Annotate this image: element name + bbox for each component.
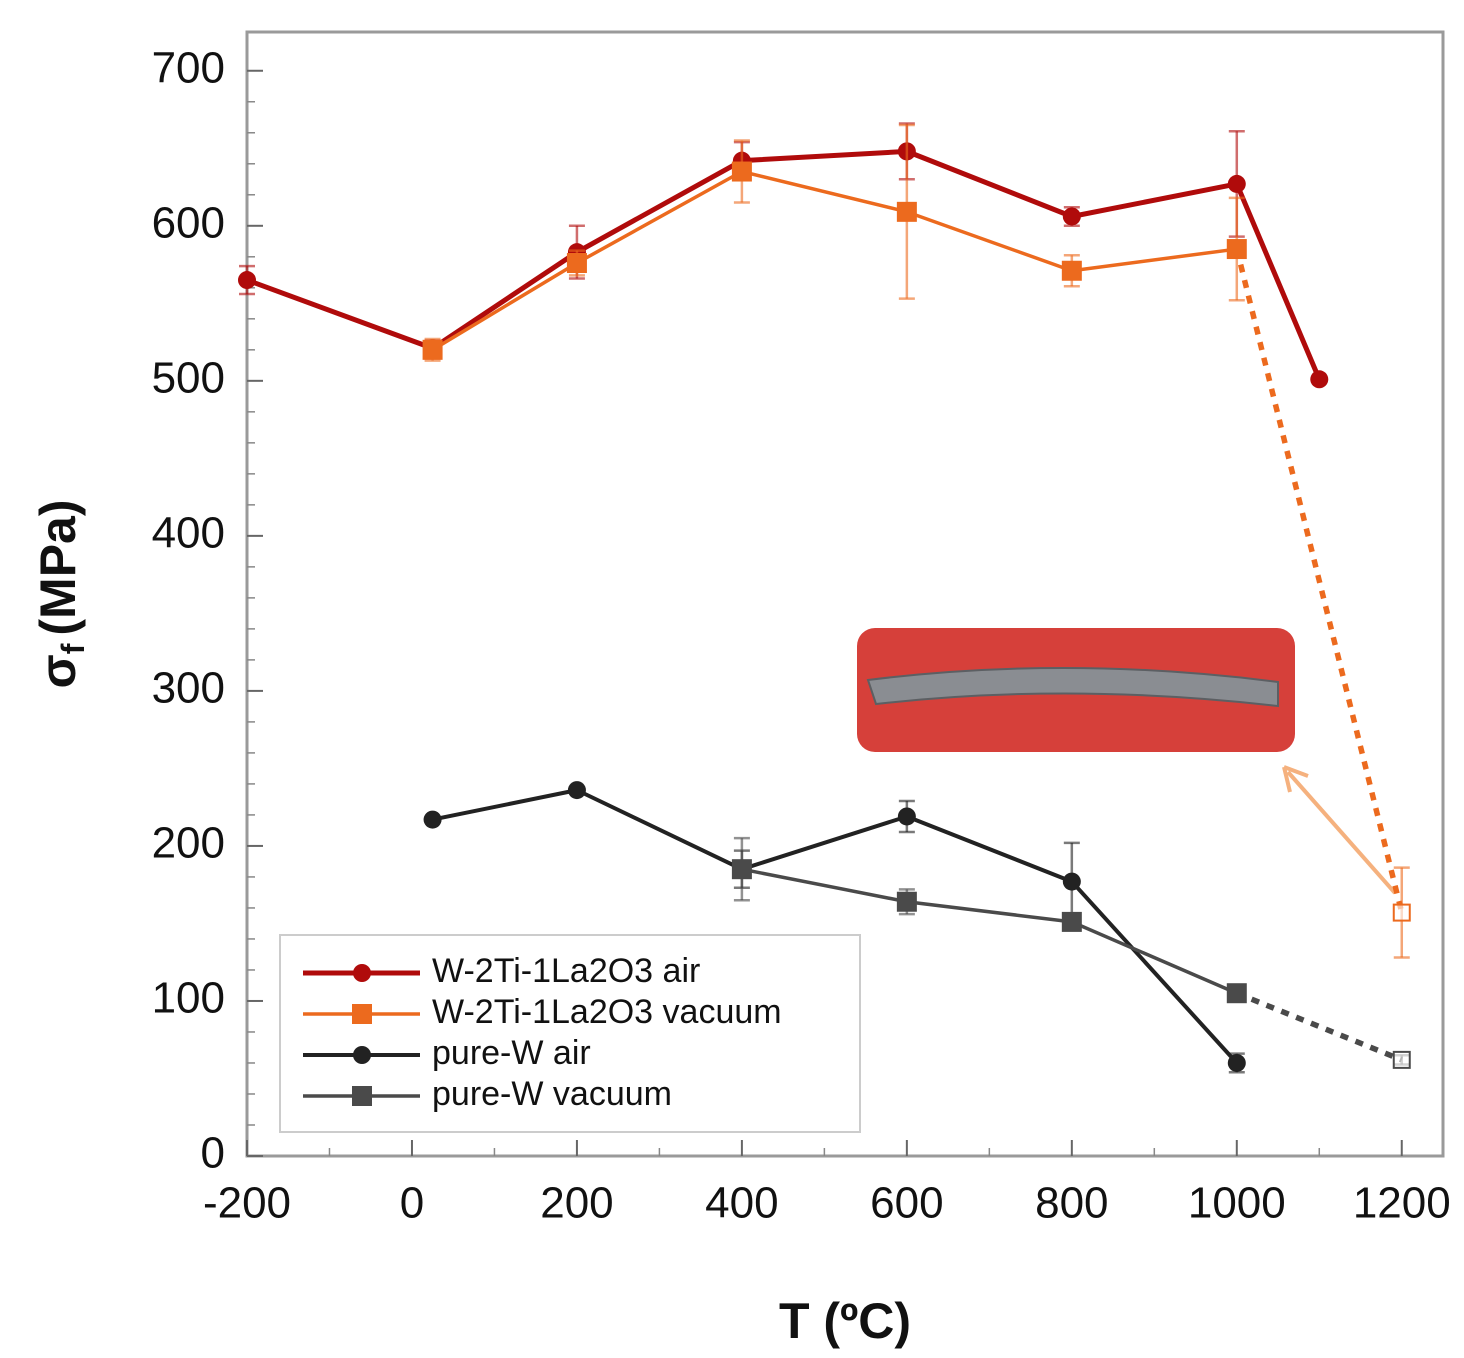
marker	[1061, 911, 1082, 932]
marker	[1062, 207, 1081, 226]
plot-frame	[245, 30, 1445, 1158]
marker	[1392, 903, 1411, 922]
y-tick-label: 100	[152, 974, 225, 1023]
arrow-head	[1282, 765, 1309, 793]
marker	[1061, 260, 1082, 281]
legend-marker	[353, 964, 371, 982]
marker	[1227, 1053, 1246, 1072]
inset-photo	[857, 628, 1295, 752]
marker	[1226, 239, 1247, 260]
extension-line	[1234, 248, 1405, 914]
y-label-subscript: f	[55, 643, 91, 654]
y-label-unit: (MPa)	[30, 500, 86, 636]
marker	[1310, 370, 1329, 389]
y-tick-label: 400	[152, 508, 225, 557]
series-line	[741, 867, 1238, 995]
legend-label: pure-W vacuum	[432, 1075, 672, 1113]
legend-box	[279, 934, 861, 1133]
x-tick-label: 1000	[1188, 1179, 1286, 1228]
marker	[896, 201, 917, 222]
marker	[1227, 174, 1246, 193]
y-axis-label: σf (MPa)	[30, 500, 91, 689]
y-tick-label: 200	[152, 819, 225, 868]
marker	[423, 810, 442, 829]
marker	[238, 271, 256, 290]
x-tick-label: -200	[203, 1179, 291, 1228]
x-tick-label: 1200	[1353, 1179, 1451, 1228]
x-axis-label: T (ºC)	[779, 1293, 911, 1349]
marker	[897, 807, 916, 826]
inset-arrow	[1282, 765, 1397, 895]
marker	[1226, 983, 1247, 1004]
x-tick-label: 800	[1035, 1179, 1108, 1228]
y-tick-label: 0	[201, 1129, 225, 1178]
marker	[896, 891, 917, 912]
y-tick-label: 500	[152, 353, 225, 402]
marker	[731, 161, 752, 182]
x-tick-label: 0	[400, 1179, 424, 1228]
x-tick-label: 400	[705, 1179, 778, 1228]
legend-marker	[352, 1086, 372, 1106]
series-line	[246, 148, 1322, 381]
y-label-symbol: σ	[30, 654, 86, 688]
specimen	[866, 666, 1279, 708]
series-line	[431, 169, 1238, 352]
x-tick-label: 200	[540, 1179, 613, 1228]
extension-line	[1235, 990, 1403, 1063]
marker	[731, 859, 752, 880]
legend-marker	[352, 1004, 372, 1024]
y-tick-label: 700	[152, 43, 225, 92]
arrow-line	[1286, 770, 1397, 895]
x-tick-label: 600	[870, 1179, 943, 1228]
marker	[1392, 1050, 1411, 1069]
y-tick-label: 600	[152, 198, 225, 247]
marker	[422, 339, 443, 360]
legend-label: W-2Ti-1La2O3 air	[432, 952, 700, 990]
legend-label: pure-W air	[432, 1034, 591, 1072]
legend-marker	[353, 1046, 371, 1064]
legend-label: W-2Ti-1La2O3 vacuum	[432, 993, 782, 1031]
marker	[566, 253, 587, 274]
marker	[1062, 872, 1081, 891]
series-line	[432, 788, 1239, 1065]
marker	[567, 781, 586, 800]
y-tick-label: 300	[152, 664, 225, 713]
